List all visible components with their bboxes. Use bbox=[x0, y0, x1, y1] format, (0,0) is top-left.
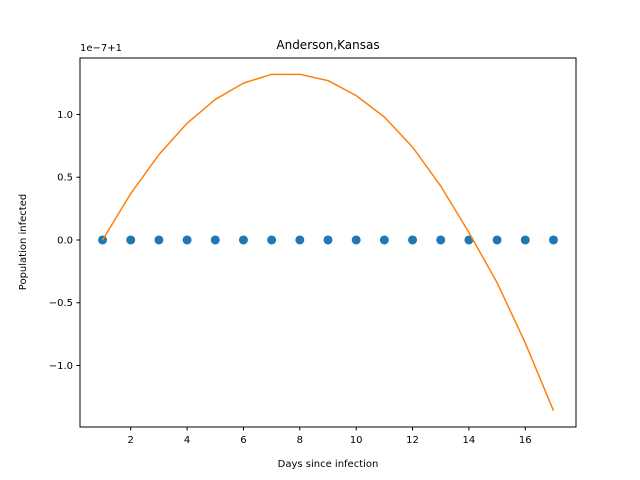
x-tick-label: 6 bbox=[240, 435, 246, 446]
scatter-point bbox=[520, 235, 530, 245]
y-offset-label: 1e−7+1 bbox=[80, 43, 122, 54]
y-tick-label: 1.0 bbox=[57, 110, 73, 121]
y-ticks: −1.0 −0.5 0.0 0.5 1.0 bbox=[49, 110, 80, 372]
scatter-point bbox=[210, 235, 220, 245]
scatter-point bbox=[295, 235, 305, 245]
x-tick-label: 4 bbox=[184, 435, 190, 446]
scatter-point bbox=[408, 235, 418, 245]
x-tick-label: 2 bbox=[128, 435, 134, 446]
scatter-point bbox=[126, 235, 136, 245]
scatter-point bbox=[98, 235, 108, 245]
plot-frame bbox=[79, 57, 577, 428]
y-tick-label: −1.0 bbox=[49, 361, 73, 372]
series-layer bbox=[98, 73, 558, 411]
y-tick-label: −0.5 bbox=[49, 298, 73, 309]
x-tick-label: 16 bbox=[519, 435, 532, 446]
scatter-point bbox=[182, 235, 192, 245]
chart-title: Anderson,Kansas bbox=[276, 38, 379, 52]
x-tick-label: 8 bbox=[297, 435, 303, 446]
y-tick-label: 0.5 bbox=[57, 173, 73, 184]
y-axis-label: Population infected bbox=[18, 194, 29, 290]
x-tick-label: 14 bbox=[463, 435, 476, 446]
x-axis-label: Days since infection bbox=[278, 459, 379, 470]
scatter-point bbox=[351, 235, 361, 245]
scatter-point bbox=[154, 235, 164, 245]
scatter-point bbox=[436, 235, 446, 245]
scatter-point bbox=[548, 235, 558, 245]
y-tick-label: 0.0 bbox=[57, 235, 73, 246]
scatter-point bbox=[267, 235, 277, 245]
fit-line bbox=[101, 73, 555, 411]
scatter-point bbox=[238, 235, 248, 245]
x-tick-label: 12 bbox=[406, 435, 419, 446]
scatter-point bbox=[492, 235, 502, 245]
scatter-point bbox=[379, 235, 389, 245]
scatter-point bbox=[323, 235, 333, 245]
x-ticks: 2 4 6 8 10 12 14 16 bbox=[128, 427, 532, 446]
x-tick-label: 10 bbox=[350, 435, 363, 446]
